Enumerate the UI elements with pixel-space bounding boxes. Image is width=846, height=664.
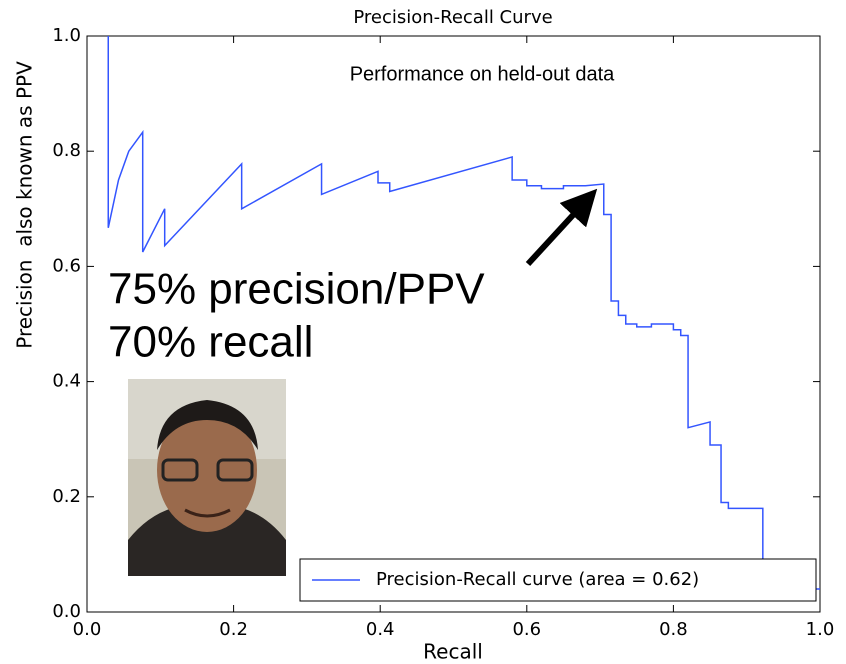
legend: Precision-Recall curve (area = 0.62) xyxy=(299,558,817,602)
x-axis-label: Recall xyxy=(423,640,483,664)
x-tick-label: 0.6 xyxy=(512,619,541,640)
y-tick-label: 0.6 xyxy=(52,255,81,276)
x-tick-label: 0.2 xyxy=(219,619,248,640)
annotation: 70% recall xyxy=(108,318,313,367)
pr-curve xyxy=(107,36,820,590)
x-tick-label: 0.4 xyxy=(366,619,395,640)
y-tick-label: 0.4 xyxy=(52,371,81,392)
chart-title: Precision-Recall Curve xyxy=(353,7,552,28)
legend-box xyxy=(299,558,817,602)
x-tick-label: 0.8 xyxy=(659,619,688,640)
x-tick-label: 1.0 xyxy=(806,619,835,640)
y-axis-label: Precision also known as PPV xyxy=(13,61,37,349)
annotation: Performance on held-out data xyxy=(350,63,615,85)
legend-label: Precision-Recall curve (area = 0.62) xyxy=(376,569,699,590)
y-tick-label: 1.0 xyxy=(52,25,81,46)
y-tick-label: 0.0 xyxy=(52,601,81,622)
photo xyxy=(128,379,286,576)
y-tick-label: 0.8 xyxy=(52,140,81,161)
annotation: 75% precision/PPV xyxy=(108,265,485,314)
y-tick-label: 0.2 xyxy=(52,486,81,507)
x-tick-label: 0.0 xyxy=(73,619,102,640)
arrow xyxy=(525,188,598,267)
